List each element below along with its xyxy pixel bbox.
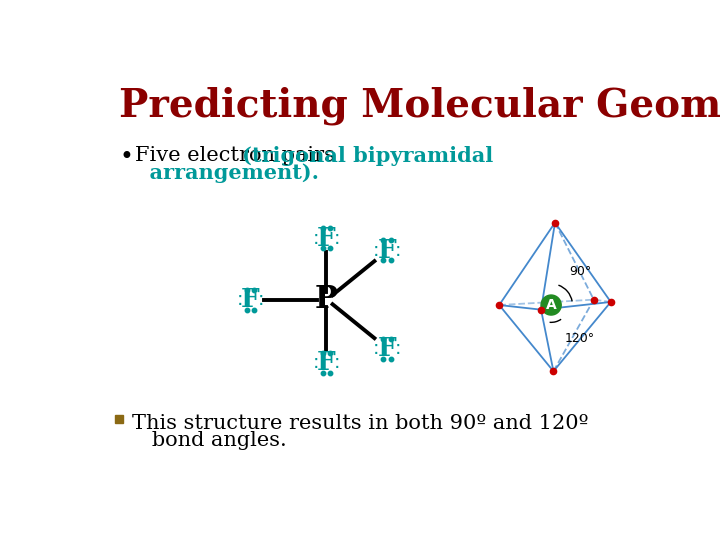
Text: F: F xyxy=(241,287,260,312)
Text: 90°: 90° xyxy=(569,265,591,278)
Text: :: : xyxy=(258,290,264,309)
Text: (trigonal bipyramidal: (trigonal bipyramidal xyxy=(242,146,493,166)
Circle shape xyxy=(541,295,561,315)
Text: arrangement).: arrangement). xyxy=(135,163,319,183)
Text: Five electron pairs: Five electron pairs xyxy=(135,146,341,165)
Text: F: F xyxy=(317,350,336,375)
Text: A: A xyxy=(546,298,557,312)
Text: P: P xyxy=(315,284,338,315)
Text: :: : xyxy=(312,353,319,372)
Text: bond angles.: bond angles. xyxy=(132,430,287,449)
Text: This structure results in both 90º and 120º: This structure results in both 90º and 1… xyxy=(132,414,588,433)
Text: :: : xyxy=(236,290,243,309)
Text: :: : xyxy=(312,228,319,247)
Text: •: • xyxy=(120,146,133,168)
Text: :: : xyxy=(373,241,379,260)
Text: :: : xyxy=(334,353,341,372)
Text: :: : xyxy=(334,228,341,247)
Text: :: : xyxy=(373,340,379,359)
Text: F: F xyxy=(377,336,396,361)
Text: :: : xyxy=(395,340,401,359)
Text: :: : xyxy=(395,241,401,260)
Text: F: F xyxy=(377,238,396,263)
Text: 120°: 120° xyxy=(564,332,595,345)
Text: F: F xyxy=(317,226,336,251)
Text: Predicting Molecular Geometry: Predicting Molecular Geometry xyxy=(120,86,720,125)
